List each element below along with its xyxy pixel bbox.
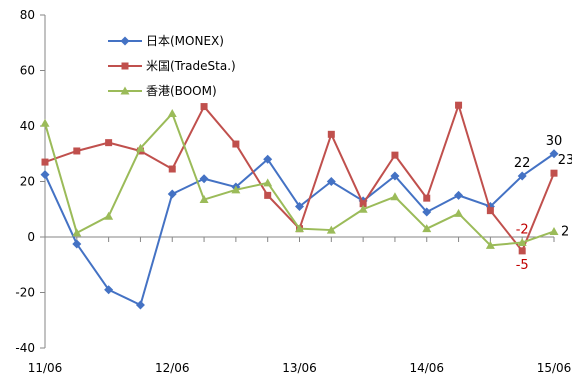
data-point [295, 201, 304, 211]
legend-marker [120, 36, 130, 46]
data-point [199, 174, 209, 184]
y-tick-label: 0 [27, 230, 35, 244]
data-point [390, 192, 400, 201]
data-point [263, 178, 273, 187]
data-point [72, 239, 82, 249]
legend-label: 米国(TradeSta.) [146, 59, 236, 73]
data-point [391, 151, 399, 159]
data-point [550, 169, 558, 177]
y-tick-label: 60 [20, 64, 35, 78]
y-tick-label: 80 [20, 8, 35, 22]
data-point [455, 101, 463, 109]
data-point [358, 204, 368, 213]
data-point [454, 190, 464, 200]
data-point [327, 130, 335, 138]
data-point [168, 165, 176, 173]
data-point [263, 154, 273, 164]
data-point [167, 109, 177, 118]
data-point [518, 247, 526, 255]
data-point [326, 177, 336, 186]
legend-item: 米国(TradeSta.) [108, 59, 236, 73]
x-tick-label: 13/06 [282, 361, 317, 375]
data-point [105, 139, 113, 147]
data-point [73, 147, 81, 155]
y-tick-label: -40 [15, 341, 35, 355]
data-point [423, 194, 431, 202]
data-point [517, 171, 527, 181]
data-point [40, 170, 50, 180]
data-point [104, 211, 114, 220]
data-point [517, 238, 527, 247]
y-tick-label: 40 [20, 119, 35, 133]
data-point [135, 143, 145, 152]
y-tick-label: -20 [15, 286, 35, 300]
data-point [485, 240, 495, 249]
data-point [41, 158, 49, 166]
series-layer [40, 101, 559, 310]
data-point [231, 185, 241, 194]
data-point [454, 208, 464, 217]
data-label: 23 [558, 153, 572, 168]
legend: 日本(MONEX) 米国(TradeSta.) 香港(BOOM) [108, 34, 236, 98]
data-point [232, 140, 240, 148]
data-point [135, 300, 145, 310]
data-labels: 22 30 -5 23 -2 2 [514, 134, 572, 273]
data-point [72, 228, 82, 237]
data-point [359, 200, 367, 208]
data-point [422, 207, 432, 217]
legend-marker [120, 86, 130, 95]
legend-item: 香港(BOOM) [108, 84, 217, 98]
axes: -40 -20 0 20 40 60 80 11/06 12/06 13/06 14/06 15/06 [15, 8, 571, 375]
series-2 [40, 109, 559, 249]
data-point [549, 226, 559, 235]
data-label: -2 [516, 223, 529, 238]
x-tick-label: 14/06 [409, 361, 444, 375]
data-label: 30 [546, 134, 563, 149]
data-label: 2 [561, 224, 569, 239]
data-point [390, 171, 400, 181]
legend-item: 日本(MONEX) [108, 34, 224, 48]
data-point [167, 189, 177, 199]
data-point [264, 191, 272, 199]
data-point [199, 195, 209, 204]
legend-marker [121, 62, 129, 70]
data-label: -5 [516, 258, 529, 273]
x-tick-label: 11/06 [28, 361, 63, 375]
data-point [422, 224, 432, 233]
data-point [40, 118, 50, 127]
data-point [200, 103, 208, 111]
data-point [486, 207, 494, 215]
y-tick-label: 20 [20, 175, 35, 189]
data-point [104, 285, 114, 295]
data-point [295, 224, 304, 233]
data-point [549, 149, 559, 159]
legend-label: 香港(BOOM) [146, 84, 217, 98]
data-point [326, 225, 336, 234]
legend-label: 日本(MONEX) [146, 34, 224, 48]
data-label: 22 [514, 156, 531, 171]
x-tick-label: 15/06 [537, 361, 572, 375]
x-tick-label: 12/06 [155, 361, 190, 375]
